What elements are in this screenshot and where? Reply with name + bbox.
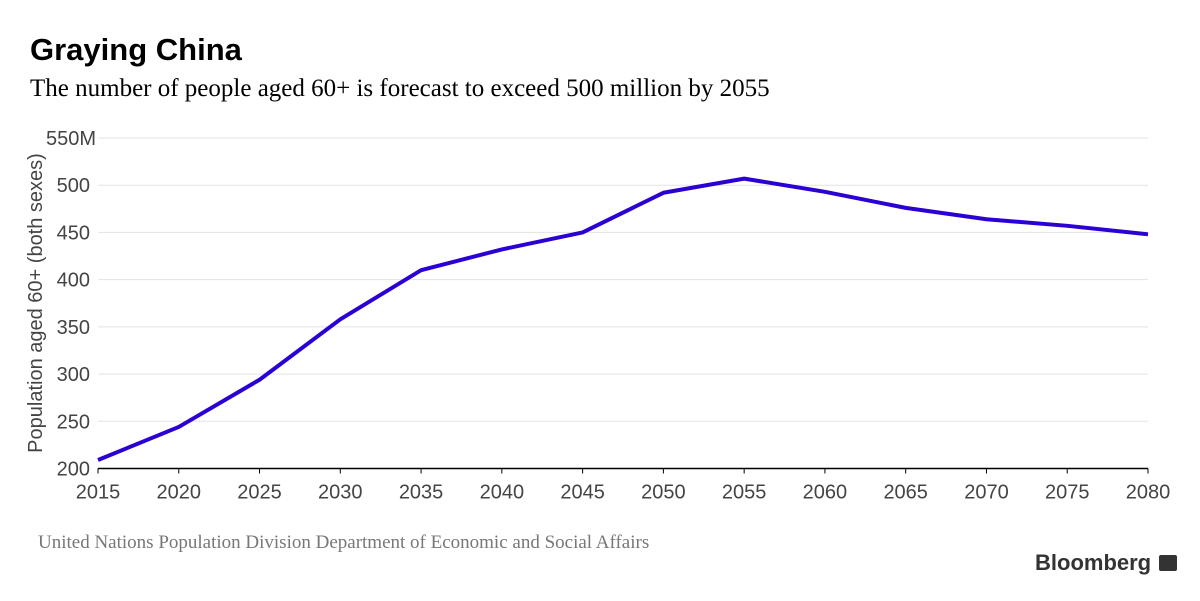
x-tick-label: 2020 — [157, 482, 202, 504]
x-tick-label: 2015 — [76, 482, 121, 504]
y-tick-label: 550M — [46, 128, 96, 150]
y-tick-label: 300 — [57, 364, 90, 386]
y-axis-label: Population aged 60+ (both sexes) — [25, 153, 47, 453]
chart-subtitle: The number of people aged 60+ is forecas… — [30, 75, 770, 102]
y-tick-label: 350 — [57, 317, 90, 339]
x-tick-label: 2075 — [1045, 482, 1090, 504]
y-tick-label: 400 — [57, 270, 90, 292]
x-tick-label: 2050 — [641, 482, 686, 504]
x-tick-label: 2060 — [803, 482, 848, 504]
bloomberg-logo: Bloomberg — [1035, 550, 1178, 576]
y-tick-label: 200 — [57, 459, 90, 481]
chart-title: Graying China — [30, 32, 242, 67]
x-tick-label: 2080 — [1126, 482, 1171, 504]
x-tick-label: 2065 — [883, 482, 928, 504]
x-tick-label: 2055 — [722, 482, 767, 504]
brand-name: Bloomberg — [1035, 550, 1152, 575]
y-tick-label: 250 — [57, 411, 90, 433]
source-note: United Nations Population Division Depar… — [38, 532, 650, 553]
series-line — [97, 176, 1149, 462]
x-tick-label: 2030 — [318, 482, 363, 504]
x-tick-label: 2040 — [480, 482, 525, 504]
x-tick-label: 2025 — [237, 482, 282, 504]
y-tick-label: 450 — [57, 222, 90, 244]
bloomberg-chart-icon — [1159, 555, 1178, 571]
x-tick-label: 2045 — [560, 482, 605, 504]
y-tick-label: 500 — [57, 175, 90, 197]
x-tick-label: 2035 — [399, 482, 444, 504]
x-tick-label: 2070 — [964, 482, 1009, 504]
